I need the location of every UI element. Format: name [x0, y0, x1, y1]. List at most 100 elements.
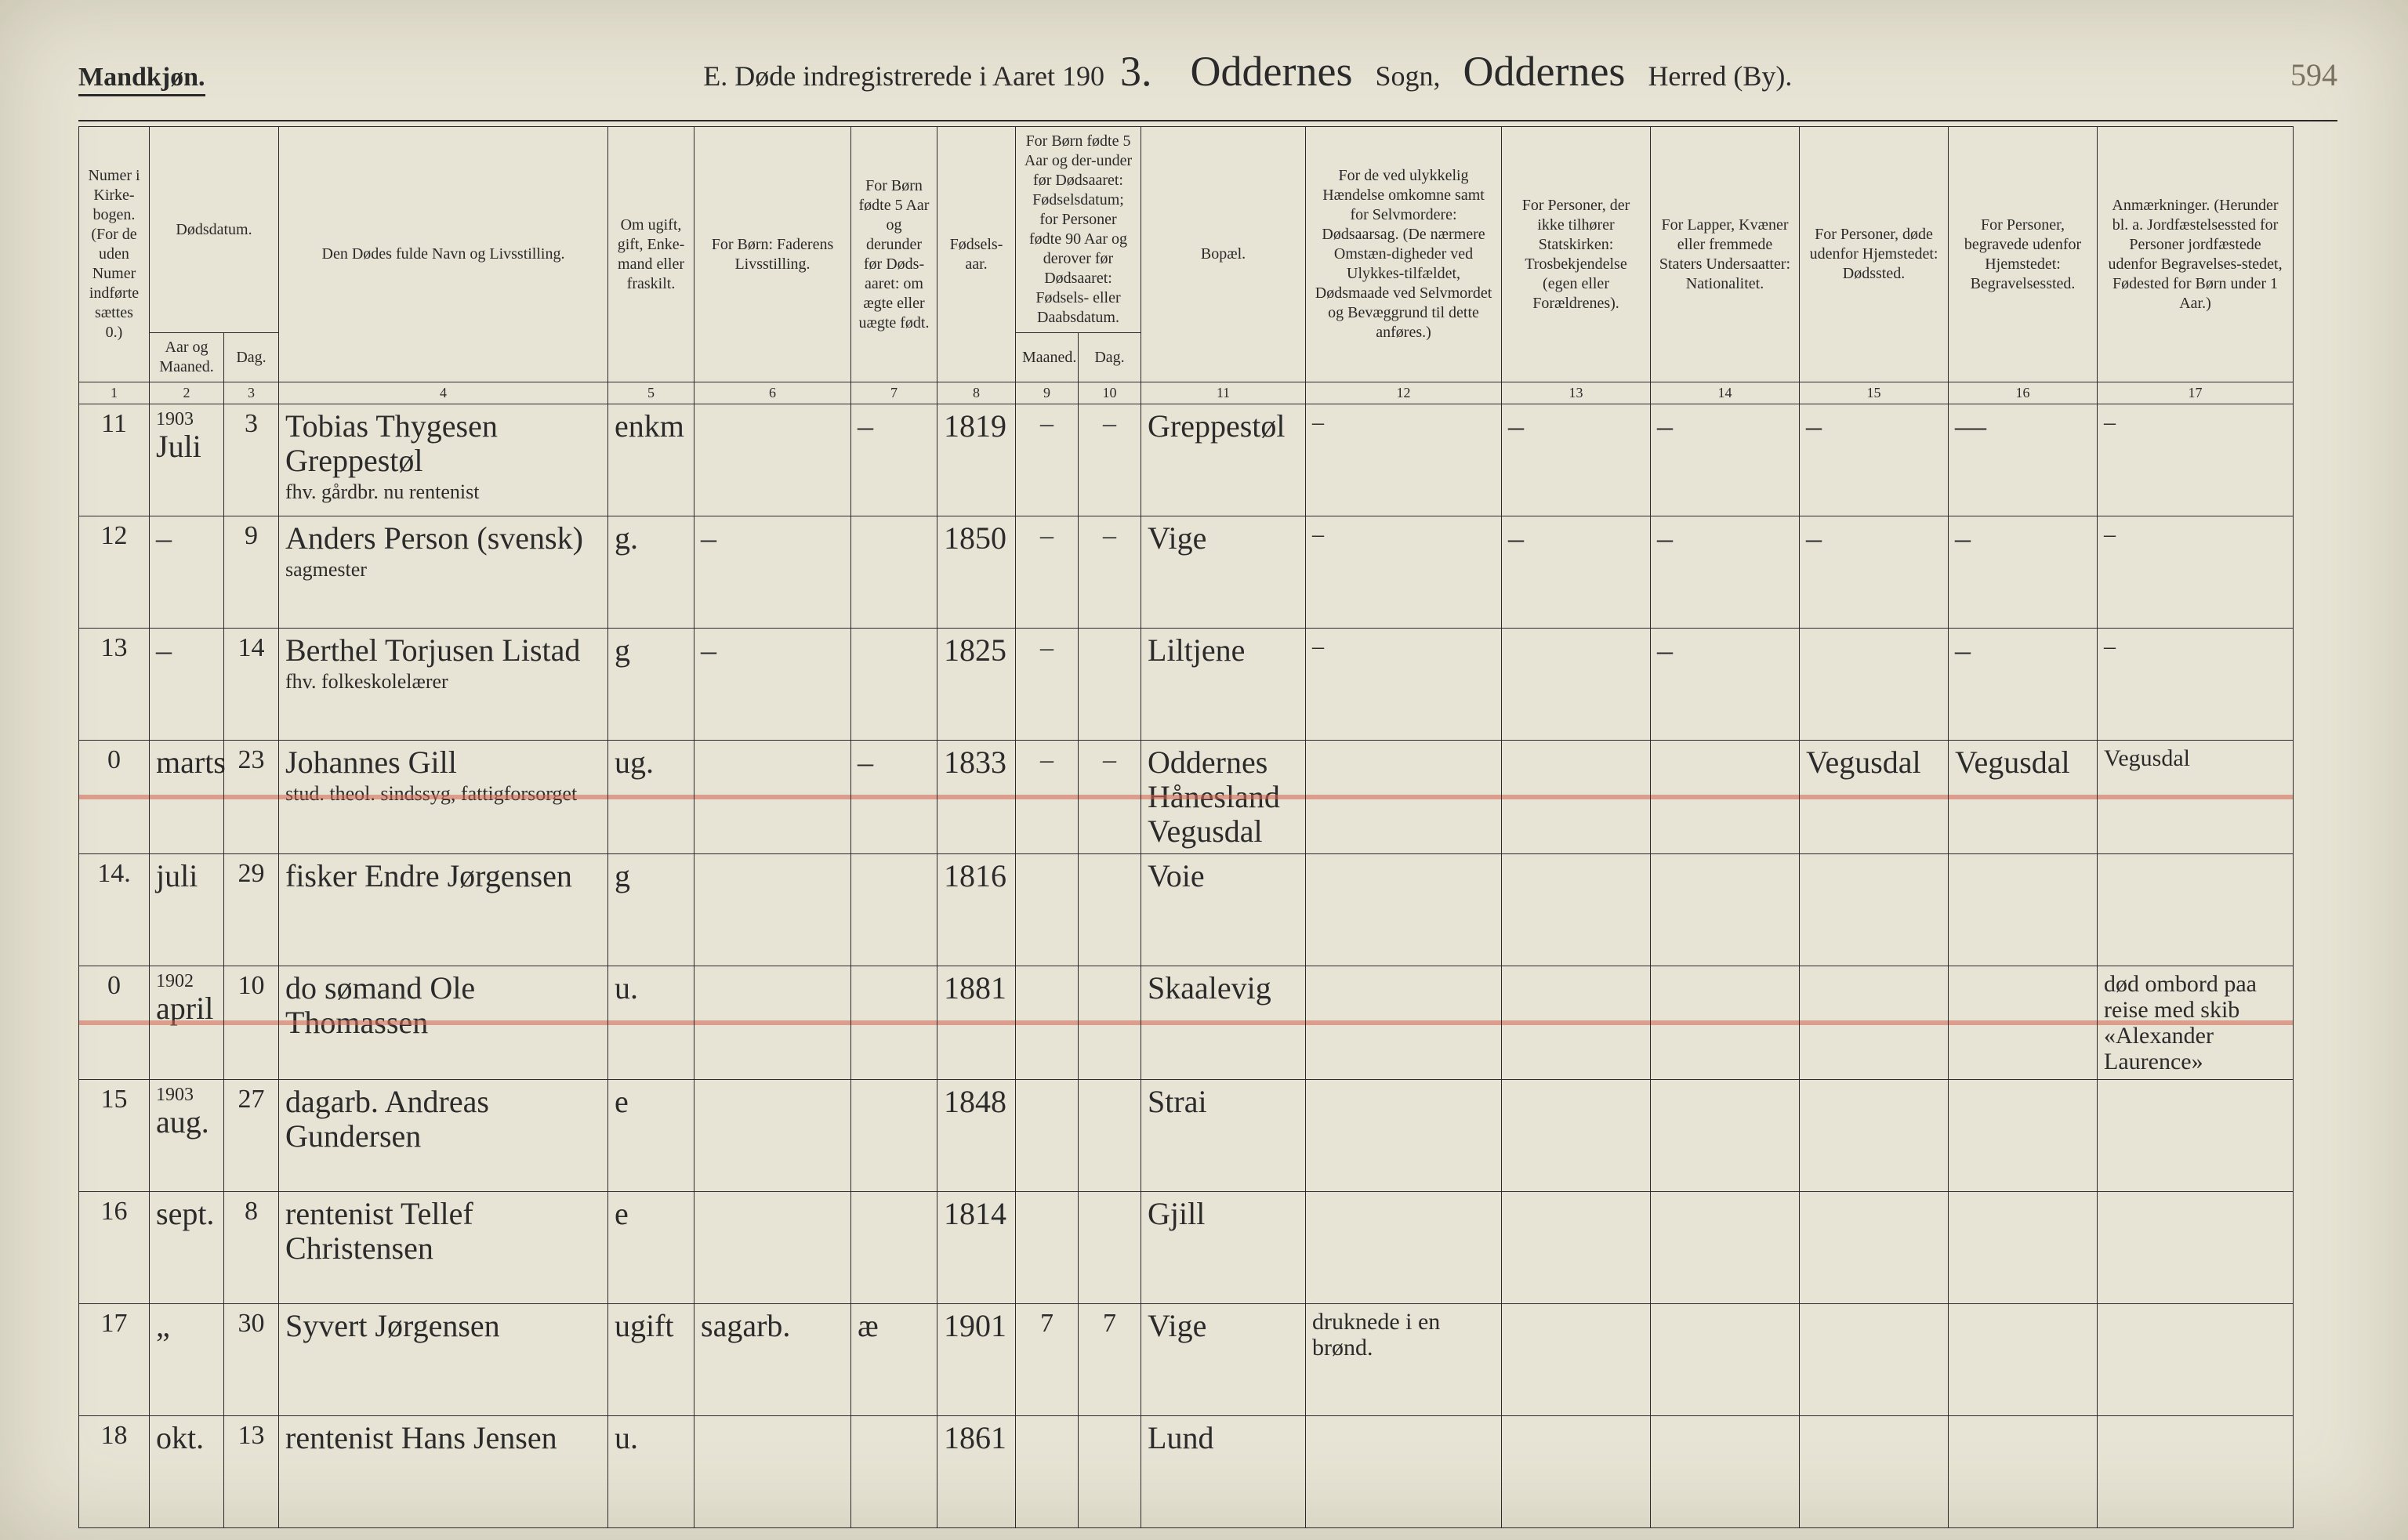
cell-status: g. — [608, 516, 694, 628]
cell-father — [694, 1079, 851, 1191]
cell-bm: – — [1016, 740, 1079, 853]
cell-cause — [1306, 1415, 1502, 1527]
cell-bd: – — [1079, 740, 1141, 853]
th-bosted: Bopæl. — [1141, 127, 1306, 382]
coln: 2 — [150, 382, 224, 404]
cell-dag: 30 — [224, 1303, 279, 1415]
cell-bm — [1016, 853, 1079, 966]
cell-c16 — [1949, 966, 2098, 1079]
cell-dag: 9 — [224, 516, 279, 628]
cell-cause: druknede i en brønd. — [1306, 1303, 1502, 1415]
cell-status: g — [608, 628, 694, 740]
coln: 14 — [1651, 382, 1800, 404]
cell-bosted: Strai — [1141, 1079, 1306, 1191]
cell-father: – — [694, 628, 851, 740]
th-anm: Anmærkninger. (Herunder bl. a. Jordfæste… — [2098, 127, 2294, 382]
cell-cause — [1306, 740, 1502, 853]
cell-bd — [1079, 628, 1141, 740]
cell-c17 — [2098, 1415, 2294, 1527]
cell-num: 12 — [79, 516, 150, 628]
coln: 16 — [1949, 382, 2098, 404]
cell-birth: 1816 — [937, 853, 1016, 966]
th-bmaaned: Maaned. — [1016, 333, 1079, 382]
cell-c17 — [2098, 1191, 2294, 1303]
table-row: 18okt.13rentenist Hans Jensenu.1861Lund — [79, 1415, 2337, 1527]
cell-c15 — [1800, 1191, 1949, 1303]
cell-c15 — [1800, 628, 1949, 740]
th-bdate-group: For Børn fødte 5 Aar og der-under før Dø… — [1016, 127, 1141, 333]
cell-c15: Vegusdal — [1800, 740, 1949, 853]
coln: 4 — [279, 382, 608, 404]
cell-cause — [1306, 853, 1502, 966]
th-dag: Dag. — [224, 333, 279, 382]
cell-cause — [1306, 1191, 1502, 1303]
cell-father — [694, 1415, 851, 1527]
cell-bm: – — [1016, 404, 1079, 516]
cell-legit: – — [851, 740, 937, 853]
cell-c17: – — [2098, 628, 2294, 740]
cell-bm — [1016, 1191, 1079, 1303]
cell-name: rentenist Hans Jensen — [279, 1415, 608, 1527]
cell-c13 — [1502, 740, 1651, 853]
cell-c15 — [1800, 1303, 1949, 1415]
cell-c14 — [1651, 740, 1800, 853]
cell-c17: – — [2098, 404, 2294, 516]
cell-name: Syvert Jørgensen — [279, 1303, 608, 1415]
cell-legit — [851, 1191, 937, 1303]
top-rule — [78, 120, 2337, 121]
cell-legit: – — [851, 404, 937, 516]
cell-c16 — [1949, 1415, 2098, 1527]
cell-c14 — [1651, 966, 1800, 1079]
cell-birth: 1848 — [937, 1079, 1016, 1191]
herred-label: Herred (By). — [1648, 60, 1792, 92]
cell-father — [694, 853, 851, 966]
coln: 17 — [2098, 382, 2294, 404]
cell-legit — [851, 853, 937, 966]
coln: 3 — [224, 382, 279, 404]
cell-dag: 10 — [224, 966, 279, 1079]
cell-c13 — [1502, 1415, 1651, 1527]
cell-name: do sømand Ole Thomassen — [279, 966, 608, 1079]
coln: 7 — [851, 382, 937, 404]
cell-num: 18 — [79, 1415, 150, 1527]
cell-father — [694, 740, 851, 853]
th-cause: For de ved ulykkelig Hændelse omkomne sa… — [1306, 127, 1502, 382]
cell-c15 — [1800, 853, 1949, 966]
cell-status: g — [608, 853, 694, 966]
cell-father: – — [694, 516, 851, 628]
cell-cause: – — [1306, 516, 1502, 628]
cell-status: ugift — [608, 1303, 694, 1415]
cell-bm: – — [1016, 628, 1079, 740]
coln: 9 — [1016, 382, 1079, 404]
table-row: 17„30Syvert Jørgensenugiftsagarb.æ190177… — [79, 1303, 2337, 1415]
cell-bosted: Lund — [1141, 1415, 1306, 1527]
cell-c17: død ombord paa reise med skib «Alexander… — [2098, 966, 2294, 1079]
cell-num: 15 — [79, 1079, 150, 1191]
cell-maaned: marts — [150, 740, 224, 853]
cell-c15 — [1800, 966, 1949, 1079]
cell-cause: – — [1306, 404, 1502, 516]
cell-status: u. — [608, 1415, 694, 1527]
cell-bd: – — [1079, 404, 1141, 516]
cell-bd — [1079, 1415, 1141, 1527]
cell-birth: 1881 — [937, 966, 1016, 1079]
cell-num: 17 — [79, 1303, 150, 1415]
cell-legit — [851, 1079, 937, 1191]
cell-c14 — [1651, 1191, 1800, 1303]
table-head: Numer i Kirke-bogen. (For de uden Numer … — [79, 127, 2337, 404]
cell-c14: – — [1651, 404, 1800, 516]
th-name: Den Dødes fulde Navn og Livsstilling. — [279, 127, 608, 382]
cell-bosted: Voie — [1141, 853, 1306, 966]
cell-bm: – — [1016, 516, 1079, 628]
cell-c14 — [1651, 1079, 1800, 1191]
cell-status: e — [608, 1079, 694, 1191]
cell-c13: – — [1502, 516, 1651, 628]
top-bar: Mandkjøn. E. Døde indregistrerede i Aare… — [78, 47, 2337, 96]
cell-c16 — [1949, 853, 2098, 966]
herred-value: Oddernes — [1448, 48, 1641, 95]
cell-bd — [1079, 853, 1141, 966]
th-date-group: Dødsdatum. — [150, 127, 279, 333]
cell-status: enkm — [608, 404, 694, 516]
th-bsted: For Personer, begravede udenfor Hjemsted… — [1949, 127, 2098, 382]
cell-bm — [1016, 1415, 1079, 1527]
